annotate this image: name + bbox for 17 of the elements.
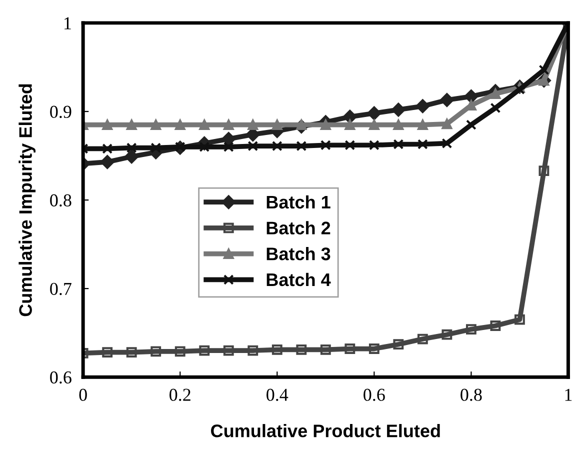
x-tick-label: 0.8 bbox=[460, 388, 482, 401]
legend-label: Batch 1 bbox=[266, 195, 330, 209]
legend-label: Batch 4 bbox=[266, 272, 331, 286]
x-tick-label: 0.4 bbox=[266, 388, 288, 401]
x-tick-label: 0.6 bbox=[364, 388, 385, 401]
y-tick-label: 0.7 bbox=[50, 282, 72, 296]
x-tick-label: 0.2 bbox=[170, 388, 190, 401]
y-tick-label: 1 bbox=[64, 17, 71, 30]
y-tick-label: 0.8 bbox=[50, 194, 72, 207]
x-axis-title: Cumulative Product Eluted bbox=[211, 424, 440, 438]
x-tick-label: 0 bbox=[79, 388, 87, 401]
legend-label: Batch 2 bbox=[266, 221, 330, 234]
y-tick-label: 0.9 bbox=[50, 106, 72, 118]
x-tick-label: 1 bbox=[565, 388, 572, 401]
y-axis-title: Cumulative Impurity Eluted bbox=[18, 84, 36, 316]
legend-label: Batch 3 bbox=[266, 247, 330, 260]
y-tick-label: 0.6 bbox=[50, 371, 72, 384]
